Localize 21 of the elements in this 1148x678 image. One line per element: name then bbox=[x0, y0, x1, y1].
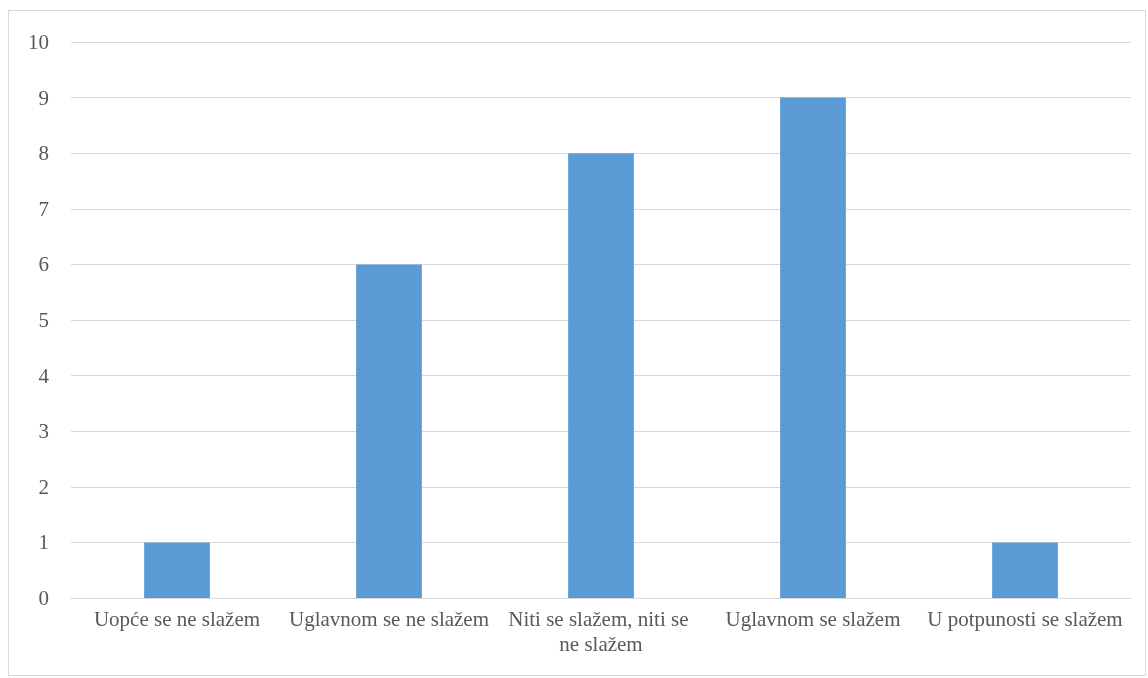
y-tick-label: 2 bbox=[38, 474, 49, 499]
y-tick-label: 7 bbox=[38, 196, 49, 221]
x-tick-label: Uglavnom se ne slažem bbox=[288, 606, 490, 631]
y-tick-label: 1 bbox=[38, 530, 49, 555]
y-tick-label: 8 bbox=[38, 141, 49, 166]
bar bbox=[568, 153, 634, 598]
bar bbox=[144, 542, 210, 598]
bar bbox=[356, 264, 422, 598]
x-tick-label: Niti se slažem, niti se ne slažem bbox=[508, 606, 694, 656]
x-tick-label: U potpunosti se slažem bbox=[927, 606, 1123, 631]
y-tick-label: 6 bbox=[38, 252, 49, 277]
y-tick-label: 3 bbox=[38, 419, 49, 444]
y-tick-label: 9 bbox=[38, 85, 49, 110]
y-tick-label: 0 bbox=[38, 586, 49, 610]
x-tick-label: Uglavnom se slažem bbox=[725, 606, 901, 631]
bar bbox=[992, 542, 1058, 598]
x-tick-label: Uopće se ne slažem bbox=[93, 606, 261, 631]
y-tick-label: 5 bbox=[38, 308, 49, 332]
y-tick-label: 4 bbox=[38, 363, 50, 388]
y-tick-label: 10 bbox=[28, 30, 49, 54]
bar bbox=[780, 97, 846, 598]
